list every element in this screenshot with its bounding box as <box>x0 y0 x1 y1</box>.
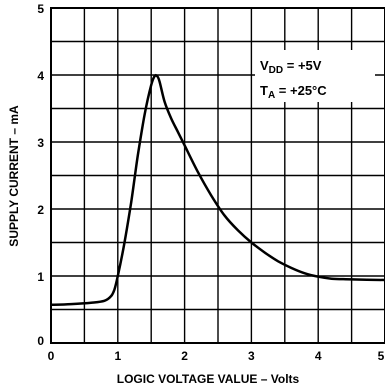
ta-value: = +25°C <box>275 83 327 98</box>
y-tick-label: 3 <box>37 136 44 150</box>
x-tick-label: 1 <box>114 349 121 363</box>
conditions-box <box>255 50 375 102</box>
x-tick-label: 0 <box>48 349 55 363</box>
x-tick-label: 2 <box>181 349 188 363</box>
y-axis-label: SUPPLY CURRENT – mA <box>7 105 21 247</box>
x-tick-label: 5 <box>378 349 385 363</box>
x-tick-label: 3 <box>248 349 255 363</box>
ta-condition: TA = +25°C <box>260 83 327 101</box>
y-tick-label: 5 <box>37 2 44 16</box>
ta-subscript: A <box>268 90 275 101</box>
x-tick-label: 4 <box>315 349 322 363</box>
vdd-subscript: DD <box>269 65 283 76</box>
y-tick-label: 0 <box>37 334 44 348</box>
x-tick-labels: 0 1 2 3 4 5 <box>48 349 385 363</box>
ta-symbol: T <box>260 83 268 98</box>
vdd-symbol: V <box>260 58 269 73</box>
y-tick-label: 1 <box>37 270 44 284</box>
vdd-value: = +5V <box>283 58 322 73</box>
y-tick-label: 2 <box>37 203 44 217</box>
plot-frame <box>50 7 385 344</box>
y-tick-labels: 0 1 2 3 4 5 <box>37 2 44 348</box>
x-axis-label: LOGIC VOLTAGE VALUE – Volts <box>117 372 300 386</box>
vdd-condition: VDD = +5V <box>260 58 322 76</box>
y-tick-label: 4 <box>37 69 44 83</box>
supply-current-curve <box>50 73 385 307</box>
